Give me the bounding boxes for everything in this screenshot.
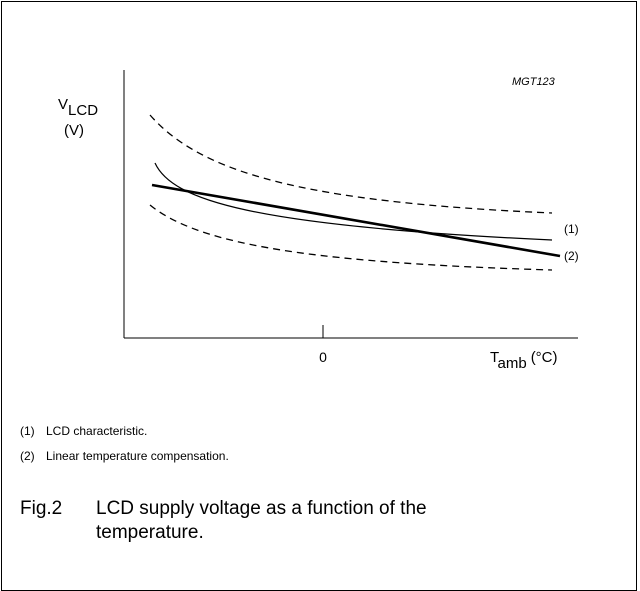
note-text: LCD characteristic. [46, 424, 148, 438]
caption-text: LCD supply voltage as a function of the … [96, 498, 427, 543]
caption-number: Fig.2 [20, 498, 63, 519]
y-axis-label: VLCD [58, 96, 98, 119]
compensation-line [151, 183, 561, 258]
curve-label: (1) [564, 222, 579, 236]
note-number: (1) [20, 424, 35, 438]
chart: MGT123 VLCD (V) 0 Tamb (°C) (1) (2) [58, 70, 579, 372]
y-unit: (V) [64, 122, 84, 139]
lcd-characteristic-curve [154, 162, 553, 241]
y-symbol: V [58, 96, 68, 113]
x-axis-label: Tamb (°C) [490, 349, 558, 372]
caption: Fig.2 LCD supply voltage as a function of… [20, 497, 436, 545]
x-tick-label: 0 [319, 349, 327, 365]
x-subscript: amb [498, 355, 527, 372]
x-symbol: T [490, 349, 499, 366]
note-text: Linear temperature compensation. [46, 449, 229, 463]
note: (1) LCD characteristic. [20, 424, 147, 438]
y-subscript: LCD [68, 102, 98, 119]
figure-id: MGT123 [512, 76, 556, 88]
note-number: (2) [20, 449, 35, 463]
lower-limit-curve [149, 204, 553, 271]
note: (2) Linear temperature compensation. [20, 449, 229, 463]
upper-limit-curve [149, 114, 553, 214]
curve-label: (2) [564, 249, 579, 263]
x-unit: (°C) [531, 349, 558, 366]
